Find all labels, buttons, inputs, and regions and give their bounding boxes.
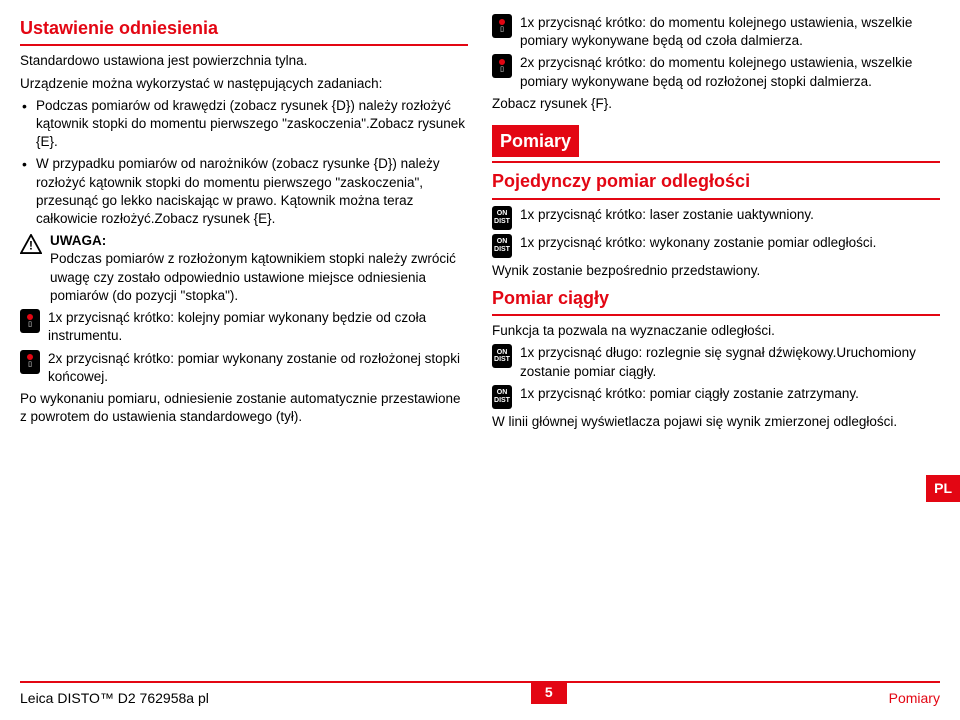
section-band-pomiary: Pomiary bbox=[492, 125, 579, 157]
key-icon: ▯ bbox=[20, 309, 40, 333]
instruction-text: 2x przycisnąć krótko: pomiar wykonany zo… bbox=[48, 350, 468, 386]
instruction-row: ▯ 2x przycisnąć krótko: pomiar wykonany … bbox=[20, 350, 468, 386]
instruction-text: 1x przycisnąć długo: rozlegnie się sygna… bbox=[520, 344, 940, 380]
divider bbox=[20, 44, 468, 46]
instruction-row: ON DIST 1x przycisnąć długo: rozlegnie s… bbox=[492, 344, 940, 380]
key-icon: ▯ bbox=[20, 350, 40, 374]
instruction-row: ▯ 1x przycisnąć krótko: kolejny pomiar w… bbox=[20, 309, 468, 345]
footer-left: Leica DISTO™ D2 762958a pl bbox=[20, 689, 209, 708]
para-default-surface: Standardowo ustawiona jest powierzchnia … bbox=[20, 52, 468, 70]
warning-label: UWAGA: bbox=[50, 233, 106, 248]
heading-reference-setting: Ustawienie odniesienia bbox=[20, 16, 468, 40]
right-column: ▯ 1x przycisnąć krótko: do momentu kolej… bbox=[492, 10, 940, 650]
list-item: Podczas pomiarów od krawędzi (zobacz rys… bbox=[20, 97, 468, 152]
see-figure-f: Zobacz rysunek {F}. bbox=[492, 95, 940, 113]
on-dist-key-icon: ON DIST bbox=[492, 206, 512, 230]
footer-right: Pomiary bbox=[889, 689, 940, 708]
language-tab: PL bbox=[926, 475, 960, 502]
divider bbox=[492, 198, 940, 200]
instruction-row: ON DIST 1x przycisnąć krótko: laser zost… bbox=[492, 206, 940, 230]
page-footer: Leica DISTO™ D2 762958a pl 5 Pomiary bbox=[20, 681, 940, 710]
instruction-text: 1x przycisnąć krótko: do momentu kolejne… bbox=[520, 14, 940, 50]
warning-body: Podczas pomiarów z rozłożonym kątownikie… bbox=[50, 251, 456, 302]
warning-block: ! UWAGA: Podczas pomiarów z rozłożonym k… bbox=[20, 232, 468, 305]
on-dist-key-icon: ON DIST bbox=[492, 234, 512, 258]
instruction-row: ON DIST 1x przycisnąć krótko: pomiar cią… bbox=[492, 385, 940, 409]
heading-continuous-measure: Pomiar ciągły bbox=[492, 286, 940, 310]
instruction-text: 1x przycisnąć krótko: wykonany zostanie … bbox=[520, 234, 940, 252]
para-result-shown: Wynik zostanie bezpośrednio przedstawion… bbox=[492, 262, 940, 280]
on-dist-key-icon: ON DIST bbox=[492, 344, 512, 368]
divider bbox=[492, 161, 940, 163]
divider bbox=[492, 314, 940, 316]
left-column: Ustawienie odniesienia Standardowo ustaw… bbox=[20, 10, 468, 650]
key-icon: ▯ bbox=[492, 54, 512, 78]
para-cont-intro: Funkcja ta pozwala na wyznaczanie odległ… bbox=[492, 322, 940, 340]
warning-icon: ! bbox=[20, 234, 42, 254]
instruction-text: 2x przycisnąć krótko: do momentu kolejne… bbox=[520, 54, 940, 90]
svg-text:!: ! bbox=[29, 239, 33, 253]
instruction-row: ▯ 2x przycisnąć krótko: do momentu kolej… bbox=[492, 54, 940, 90]
para-tasks-intro: Urządzenie można wykorzystać w następują… bbox=[20, 75, 468, 93]
para-after-measurement: Po wykonaniu pomiaru, odniesienie zostan… bbox=[20, 390, 468, 426]
para-cont-result: W linii głównej wyświetlacza pojawi się … bbox=[492, 413, 940, 431]
key-icon: ▯ bbox=[492, 14, 512, 38]
on-dist-key-icon: ON DIST bbox=[492, 385, 512, 409]
instruction-text: 1x przycisnąć krótko: laser zostanie uak… bbox=[520, 206, 940, 224]
heading-single-measure: Pojedynczy pomiar odległości bbox=[492, 169, 940, 193]
instruction-row: ON DIST 1x przycisnąć krótko: wykonany z… bbox=[492, 234, 940, 258]
page-number: 5 bbox=[531, 681, 567, 704]
instruction-text: 1x przycisnąć krótko: kolejny pomiar wyk… bbox=[48, 309, 468, 345]
list-item: W przypadku pomiarów od narożników (zoba… bbox=[20, 155, 468, 228]
instruction-text: 1x przycisnąć krótko: pomiar ciągły zost… bbox=[520, 385, 940, 403]
instruction-row: ▯ 1x przycisnąć krótko: do momentu kolej… bbox=[492, 14, 940, 50]
tasks-list: Podczas pomiarów od krawędzi (zobacz rys… bbox=[20, 97, 468, 229]
